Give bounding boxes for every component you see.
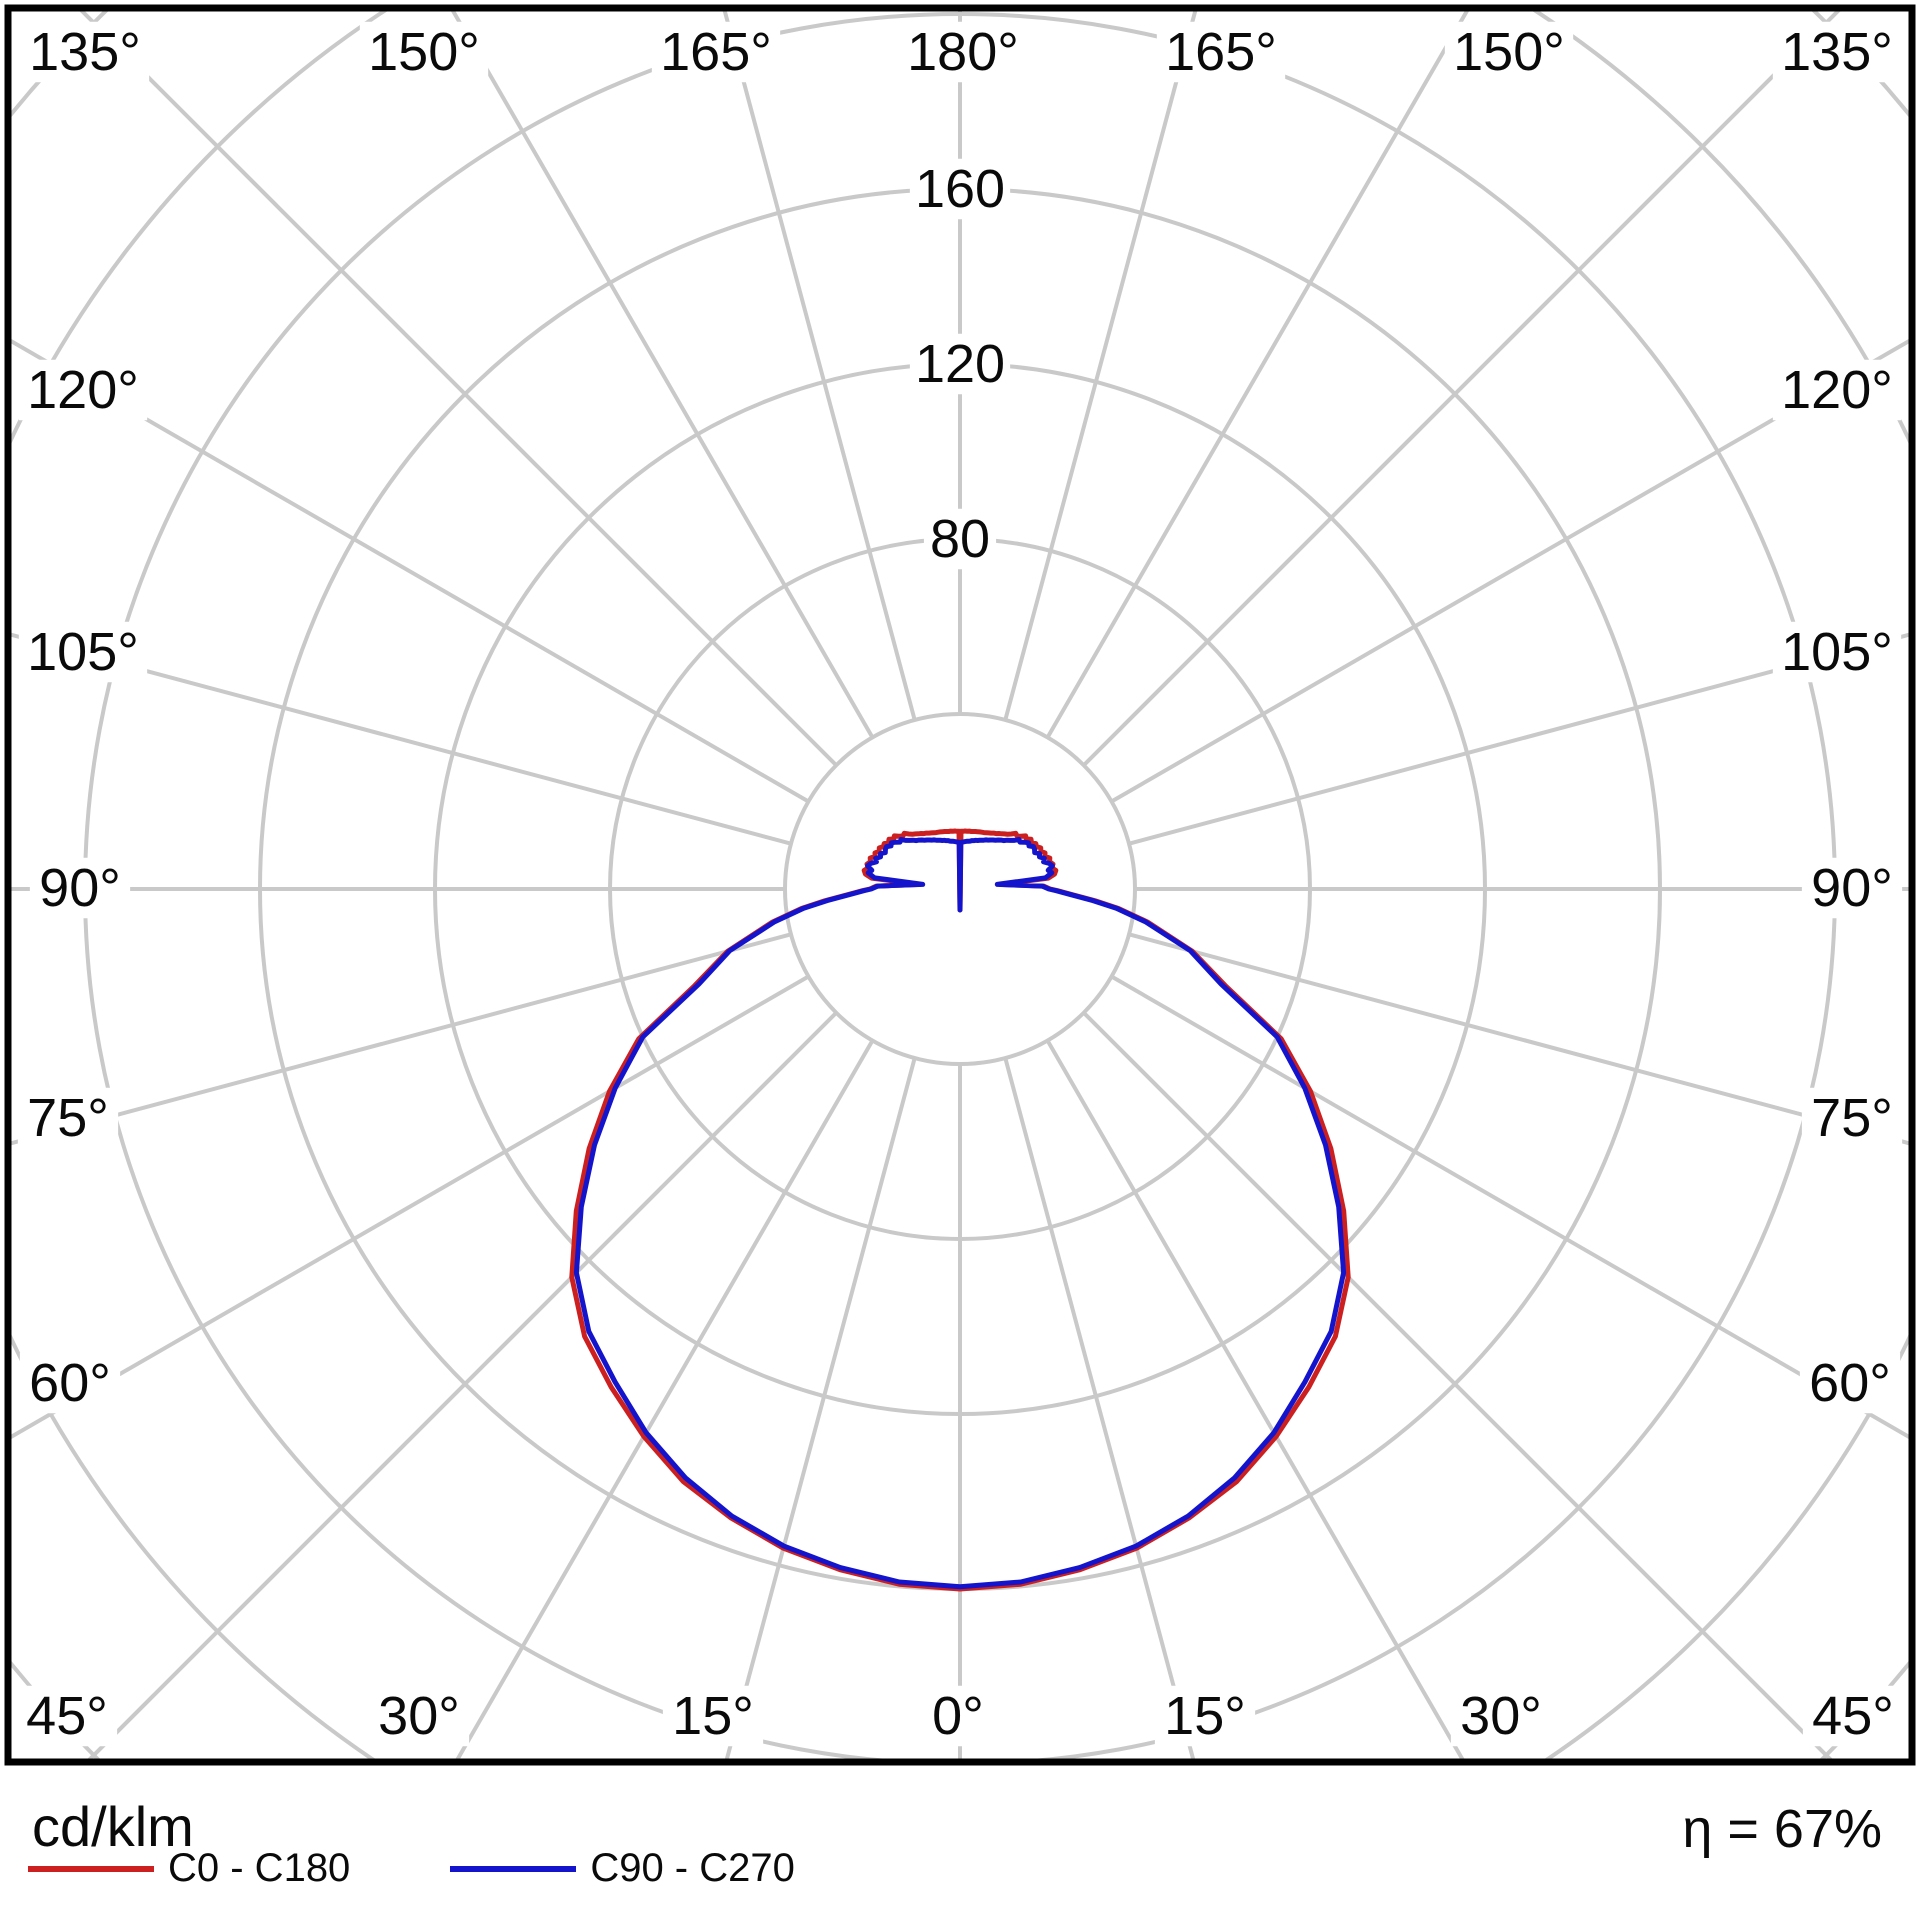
angle-label-2: 165° [660, 22, 772, 82]
angle-label-2-mask [651, 21, 781, 83]
angle-label-13-mask [1772, 621, 1902, 683]
angle-label-3: 180° [907, 22, 1019, 82]
grid-spoke-300 [11, 974, 810, 1440]
angle-label-13: 105° [1781, 622, 1893, 682]
legend-label-c90-c270: C90 - C270 [590, 1846, 795, 1890]
polar-chart-svg: 80 120 160 135° 150° 165° 180° 165° 150° 135° 120°… [4, 4, 1916, 1766]
angle-label-10: 75° [27, 1088, 109, 1148]
legend: C0 - C180 C90 - C270 [28, 1846, 895, 1891]
angle-label-11: 60° [29, 1353, 111, 1413]
radial-tick-label-120: 120 [915, 334, 1005, 394]
polar-chart: 80 120 160 135° 150° 165° 180° 165° 150° 135° 120°… [4, 4, 1916, 1766]
angle-label-9-mask [29, 857, 131, 919]
angle-label-8: 105° [27, 622, 139, 682]
angle-label-5: 150° [1453, 22, 1565, 82]
grid-spoke-285 [11, 932, 792, 1146]
angle-label-23: 45° [1812, 1686, 1894, 1746]
angle-label-5-mask [1444, 21, 1574, 83]
grid-spoke-345 [724, 1057, 917, 1759]
grid-spoke-330 [455, 1039, 875, 1759]
radial-tick-label-160: 160 [915, 159, 1005, 219]
intensity-curves [569, 828, 1351, 1592]
angle-label-3-mask [898, 21, 1028, 83]
angle-label-7: 120° [27, 360, 139, 420]
radial-tick-label-80: 80 [930, 509, 990, 569]
angle-label-22: 30° [1460, 1686, 1542, 1746]
plot-border [4, 4, 1916, 1766]
angle-label-18: 30° [378, 1686, 460, 1746]
angle-label-6: 135° [1781, 22, 1893, 82]
grid-spoke-120 [1110, 338, 1909, 804]
angle-label-19: 15° [672, 1686, 754, 1746]
angle-label-17: 45° [26, 1686, 108, 1746]
legend-item-c0-c180: C0 - C180 [28, 1846, 350, 1891]
angle-label-11-mask [19, 1352, 121, 1414]
angle-label-12-mask [1772, 359, 1902, 421]
grid-spoke-240 [11, 338, 810, 804]
angle-label-15-mask [1801, 1087, 1903, 1149]
angle-label-18-mask [368, 1685, 470, 1747]
angle-label-16: 60° [1809, 1353, 1891, 1413]
angle-label-19-mask [662, 1685, 764, 1747]
angle-label-17-mask [16, 1685, 118, 1747]
grid-spoke-30 [1045, 1039, 1465, 1759]
angle-label-14: 90° [1811, 858, 1893, 918]
curve-c90-c270 [573, 837, 1347, 1590]
grid-spoke-105 [1128, 632, 1909, 846]
radial-tick-label-160-mask [909, 158, 1011, 220]
grid-spoke-60 [1110, 974, 1909, 1440]
angle-label-20: 0° [932, 1686, 984, 1746]
angle-label-4: 165° [1165, 22, 1277, 82]
angle-label-9: 90° [39, 858, 121, 918]
angle-label-22-mask [1450, 1685, 1552, 1747]
grid-spoke-150 [1045, 11, 1470, 739]
angle-label-0: 135° [29, 22, 141, 82]
angle-label-8-mask [18, 621, 148, 683]
c90-c270-line-swatch [450, 1865, 577, 1872]
angle-label-16-mask [1799, 1352, 1901, 1414]
legend-label-c0-c180: C0 - C180 [168, 1846, 351, 1890]
grid-spoke-15 [1003, 1057, 1196, 1759]
grid-spoke-165 [1003, 11, 1198, 721]
angle-label-1: 150° [368, 22, 480, 82]
angle-label-7-mask [18, 359, 148, 421]
grid-spoke-195 [722, 11, 917, 721]
angle-label-15: 75° [1811, 1088, 1893, 1148]
angle-label-6-mask [1772, 21, 1902, 83]
light-output-ratio-label: η = 67% [1682, 1799, 1882, 1859]
grid-spoke-210 [450, 11, 875, 739]
angle-label-1-mask [359, 21, 489, 83]
radial-tick-label-80-mask [923, 508, 997, 570]
angle-label-0-mask [20, 21, 150, 83]
c0-c180-line-swatch [28, 1865, 154, 1872]
angle-label-21-mask [1154, 1685, 1256, 1747]
grid-spoke-255 [11, 632, 792, 846]
legend-item-c90-c270: C90 - C270 [450, 1846, 795, 1891]
grid-spoke-75 [1128, 932, 1909, 1146]
angle-label-12: 120° [1781, 360, 1893, 420]
radial-tick-label-120-mask [909, 333, 1011, 395]
angle-label-23-mask [1802, 1685, 1904, 1747]
angle-label-10-mask [17, 1087, 119, 1149]
unit-label: cd/klm [32, 1795, 194, 1858]
angle-label-21: 15° [1164, 1686, 1246, 1746]
angle-label-20-mask [921, 1685, 995, 1747]
angle-label-14-mask [1801, 857, 1903, 919]
angle-label-4-mask [1156, 21, 1286, 83]
